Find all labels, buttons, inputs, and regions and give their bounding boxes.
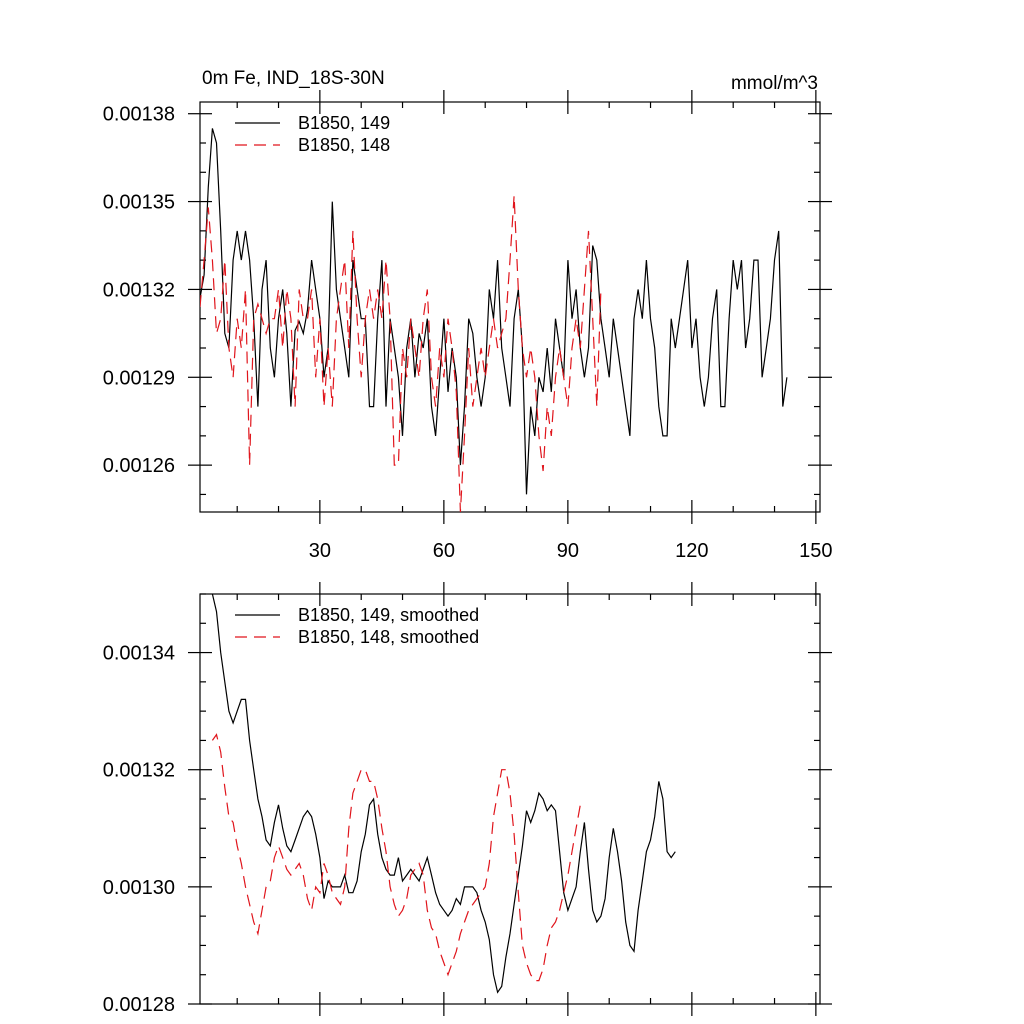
plot-frame — [199, 101, 821, 513]
y-tick-label: 0.00129 — [103, 367, 175, 389]
y-tick-label: 0.00132 — [103, 760, 175, 782]
legend-label: B1850, 149, smoothed — [298, 605, 479, 625]
legend-label: B1850, 148, smoothed — [298, 627, 479, 647]
x-tick-label: 120 — [675, 540, 708, 562]
y-tick-label: 0.00135 — [103, 192, 175, 214]
x-tick-label: 60 — [433, 540, 455, 562]
units-label: mmol/m^3 — [731, 73, 818, 94]
y-tick-label: 0.00134 — [103, 643, 175, 665]
y-tick-label: 0.00132 — [103, 279, 175, 301]
top-panel: 0.00126 0.00129 0.00132 0.00135 0.00138 30 60 9… — [103, 68, 833, 562]
legend-label: B1850, 148 — [298, 135, 390, 155]
x-tick-label: 30 — [309, 540, 331, 562]
series-line-b1850-149 — [211, 594, 676, 994]
y-tick-label: 0.00130 — [103, 877, 175, 899]
x-tick-label: 150 — [799, 540, 832, 562]
bottom-panel: 0.00128 0.00130 0.00132 0.00134 B1850, 149, … — [103, 582, 832, 1016]
legend-label: B1850, 149 — [298, 113, 390, 133]
x-tick-label: 90 — [557, 540, 579, 562]
y-tick-label: 0.00126 — [103, 455, 175, 477]
series-line-b1850-148 — [211, 733, 581, 982]
series-line-b1850-149 — [200, 128, 788, 495]
y-tick-label: 0.00138 — [103, 104, 175, 126]
chart-title: 0m Fe, IND_18S-30N — [202, 68, 385, 89]
series-line-b1850-148 — [200, 195, 602, 512]
y-tick-label: 0.00128 — [103, 994, 175, 1016]
